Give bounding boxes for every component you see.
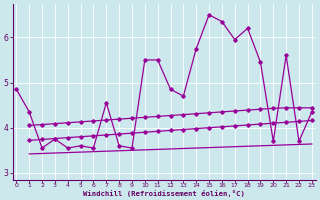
X-axis label: Windchill (Refroidissement éolien,°C): Windchill (Refroidissement éolien,°C) <box>83 190 245 197</box>
